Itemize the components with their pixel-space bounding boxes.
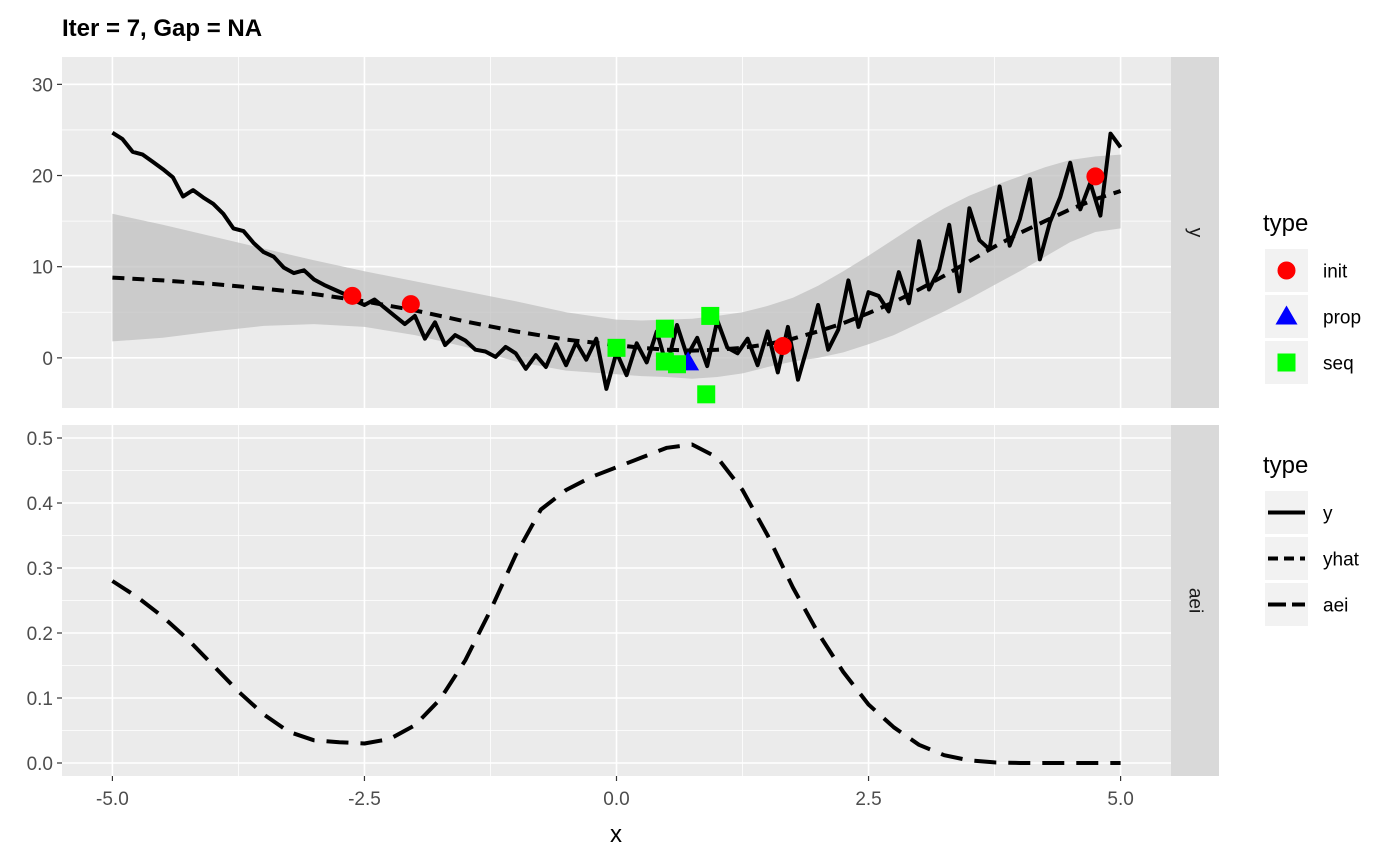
strip-background — [1171, 57, 1219, 408]
point-seq — [697, 385, 716, 404]
grid — [62, 57, 1171, 408]
legend-label-seq: seq — [1323, 354, 1354, 375]
y-axis-y: 0 10 20 30 — [32, 75, 62, 370]
strip-label-aei: aei — [1185, 588, 1206, 613]
legend-title: type — [1263, 210, 1308, 237]
y-tick-label: 0.0 — [27, 754, 53, 775]
point-seq — [667, 355, 686, 374]
x-tick-label: -5.0 — [96, 789, 129, 810]
y-axis-aei: 0.0 0.1 0.2 0.3 0.4 0.5 — [27, 429, 62, 775]
x-tick-label: 0.0 — [603, 789, 629, 810]
data-layer — [111, 442, 1121, 765]
legend-1: type init prop seq — [1263, 210, 1361, 384]
legend-label-prop: prop — [1323, 308, 1361, 329]
x-axis-title: x — [610, 821, 622, 848]
y-tick-label: 0.5 — [27, 429, 53, 450]
point-seq — [607, 338, 626, 357]
panels: 0 10 20 30 y 0.0 0.1 0.2 0.3 0.4 0.5 aei -5.0 -2.5 0.0… — [27, 57, 1219, 810]
legend-label-y: y — [1323, 504, 1333, 525]
legend-label-aei: aei — [1323, 596, 1348, 617]
y-tick-label: 10 — [32, 258, 53, 279]
legend-square-icon — [1277, 353, 1296, 372]
series-line-yhat — [112, 189, 1122, 353]
chart-title: Iter = 7, Gap = NA — [62, 15, 262, 42]
x-tick-label: 5.0 — [1107, 789, 1133, 810]
panel-aei: 0.0 0.1 0.2 0.3 0.4 0.5 aei — [27, 425, 1219, 776]
point-init — [1086, 167, 1105, 186]
point-seq — [701, 306, 720, 325]
legend-2: type y yhat aei — [1263, 452, 1360, 626]
y-tick-label: 0.2 — [27, 624, 53, 645]
legend-triangle-icon — [1275, 305, 1298, 325]
x-axis: -5.0 -2.5 0.0 2.5 5.0 — [96, 776, 1134, 810]
series-line-aei — [111, 442, 1121, 765]
x-tick-label: -2.5 — [348, 789, 381, 810]
x-tick-label: 2.5 — [855, 789, 881, 810]
strip-background — [1171, 425, 1219, 776]
legend-circle-icon — [1277, 261, 1296, 280]
point-init — [343, 286, 362, 305]
confidence-ribbon — [112, 154, 1121, 379]
data-layer — [111, 131, 1123, 404]
legend-label-yhat: yhat — [1323, 550, 1360, 571]
strip-label-y: y — [1185, 228, 1206, 238]
y-tick-label: 20 — [32, 167, 53, 188]
y-tick-label: 30 — [32, 75, 53, 96]
legends: type init prop seq type y yhat aei — [1263, 210, 1361, 626]
point-init — [773, 337, 792, 356]
y-tick-label: 0.4 — [27, 494, 54, 515]
y-tick-label: 0 — [42, 349, 53, 370]
panel-y: 0 10 20 30 y — [32, 57, 1219, 408]
y-tick-label: 0.3 — [27, 559, 53, 580]
legend-title: type — [1263, 452, 1308, 479]
point-init — [401, 295, 420, 314]
point-seq — [655, 319, 674, 338]
y-tick-label: 0.1 — [27, 689, 53, 710]
legend-label-init: init — [1323, 262, 1348, 283]
